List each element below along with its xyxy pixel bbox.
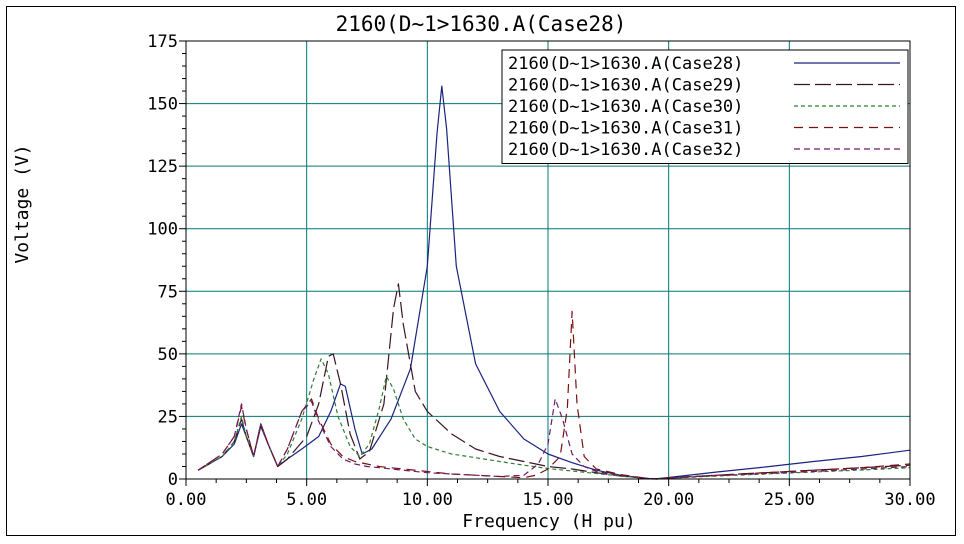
chart-title: 2160(D~1>1630.A(Case28) bbox=[336, 12, 627, 36]
y-axis-label: Voltage (V) bbox=[12, 144, 33, 263]
x-tick-label: 30.00 bbox=[884, 490, 935, 510]
y-tick-label: 175 bbox=[147, 32, 178, 52]
legend-label: 2160(D~1>1630.A(Case30) bbox=[508, 97, 743, 117]
series-line-4 bbox=[197, 310, 911, 480]
x-axis-label: Frequency (H pu) bbox=[462, 511, 635, 532]
x-tick-label: 15.00 bbox=[522, 490, 573, 510]
x-tick-label: 10.00 bbox=[402, 490, 453, 510]
x-tick-label: 0.00 bbox=[166, 490, 207, 510]
legend-label: 2160(D~1>1630.A(Case32) bbox=[508, 140, 743, 160]
x-tick-label: 5.00 bbox=[286, 490, 327, 510]
legend-label: 2160(D~1>1630.A(Case31) bbox=[508, 119, 743, 139]
legend-label: 2160(D~1>1630.A(Case29) bbox=[508, 76, 743, 96]
y-tick-label: 50 bbox=[158, 345, 178, 365]
y-tick-label: 25 bbox=[158, 407, 178, 427]
series-line-2 bbox=[197, 283, 911, 480]
plot-area-border bbox=[185, 40, 911, 480]
legend-box bbox=[501, 49, 909, 164]
legend: 2160(D~1>1630.A(Case28)2160(D~1>1630.A(C… bbox=[501, 49, 909, 164]
y-tick-label: 125 bbox=[147, 157, 178, 177]
series-line-3 bbox=[197, 358, 911, 480]
y-tick-label: 0 bbox=[168, 470, 178, 490]
axes: 0.00 5.00 10.00 15.00 20.00 25.00 30.00 0 25 50 75… bbox=[147, 32, 935, 510]
x-tick-label: 25.00 bbox=[764, 490, 815, 510]
y-tick-label: 100 bbox=[147, 220, 178, 240]
y-tick-label: 150 bbox=[147, 95, 178, 115]
y-tick-label: 75 bbox=[158, 282, 178, 302]
legend-label: 2160(D~1>1630.A(Case28) bbox=[508, 54, 743, 74]
x-tick-label: 20.00 bbox=[643, 490, 694, 510]
series-line-5 bbox=[197, 398, 911, 480]
